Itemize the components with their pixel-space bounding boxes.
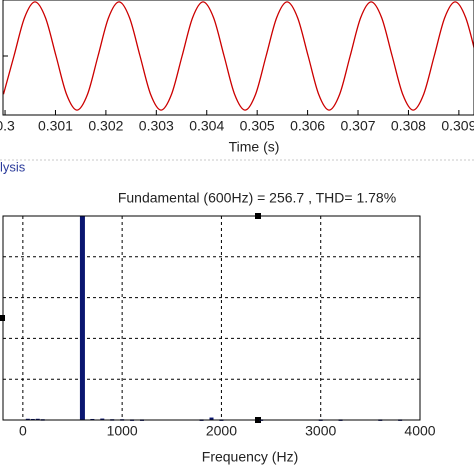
bar	[209, 417, 214, 420]
x-tick-label: 0.306	[290, 118, 325, 134]
x-tick-label: 0.301	[38, 118, 73, 134]
plot-frame	[2, 0, 474, 116]
x-axis-label: Time (s)	[229, 139, 280, 155]
x-tick-label: 3000	[305, 423, 336, 439]
x-tick-label: 0.3	[0, 118, 15, 134]
x-axis-label: Frequency (Hz)	[202, 449, 298, 465]
x-tick-label: 0	[19, 423, 27, 439]
x-tick-label: 0.305	[240, 118, 275, 134]
chart-title: Fundamental (600Hz) = 256.7 , THD= 1.78%	[118, 190, 396, 206]
x-tick-label: 0.303	[139, 118, 174, 134]
bar	[79, 216, 85, 420]
x-tick-label: 0.304	[189, 118, 224, 134]
x-tick-label: 0.309	[441, 118, 474, 134]
panel-label: lysis	[0, 159, 26, 174]
bar	[100, 418, 105, 421]
x-tick-label: 4000	[404, 423, 435, 439]
x-tick-label: 0.302	[88, 118, 123, 134]
plot-frame	[2, 215, 421, 421]
x-tick-label: 0.308	[391, 118, 426, 134]
x-tick-label: 2000	[206, 423, 237, 439]
x-tick-label: 1000	[107, 423, 138, 439]
x-tick-label: 0.307	[340, 118, 375, 134]
line-series	[2, 1, 474, 111]
